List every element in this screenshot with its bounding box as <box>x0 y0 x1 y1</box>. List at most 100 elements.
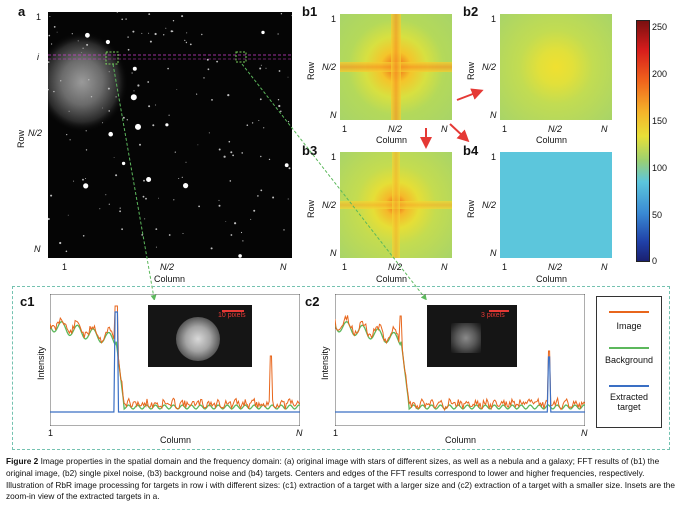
caption-text: Image properties in the spatial domain a… <box>6 456 675 502</box>
c2-xtick-n: N <box>581 428 588 438</box>
star <box>250 218 252 220</box>
b1-xlabel: Column <box>376 135 408 145</box>
b3-xtick-1: 1 <box>342 262 348 272</box>
star <box>287 198 289 200</box>
panel-a-star-image <box>48 12 292 258</box>
c1-xtick-n: N <box>296 428 303 438</box>
star <box>65 250 68 253</box>
star <box>48 89 49 91</box>
star <box>183 183 189 189</box>
star <box>77 40 79 42</box>
star <box>85 178 87 179</box>
panel-c-frame <box>12 286 670 450</box>
c2-inset: 3 pixels <box>427 305 517 367</box>
star <box>176 89 178 90</box>
legend-background-label: Background <box>604 355 654 365</box>
arrow-b1-to-b2 <box>456 88 484 101</box>
panel-b1-label: b1 <box>302 4 318 19</box>
star <box>263 127 265 129</box>
a-xtick-n: N <box>280 262 287 272</box>
cbar-tick-150: 150 <box>652 116 668 126</box>
star <box>171 30 174 33</box>
star <box>198 205 201 208</box>
star <box>211 99 213 101</box>
star <box>59 241 62 245</box>
star <box>115 174 118 177</box>
star <box>201 33 203 36</box>
star <box>230 234 233 236</box>
star <box>108 131 113 137</box>
star <box>108 71 110 73</box>
star <box>56 31 58 33</box>
caption-figure-label: Figure 2 <box>6 456 39 466</box>
a-ytick-mid: N/2 <box>28 128 43 138</box>
star <box>218 204 221 207</box>
star <box>268 158 271 161</box>
star <box>260 189 263 192</box>
star <box>147 81 150 83</box>
star <box>73 180 75 182</box>
star <box>278 70 281 72</box>
star <box>82 178 84 181</box>
star <box>251 122 254 124</box>
star <box>258 120 260 121</box>
star <box>230 151 233 154</box>
star <box>135 123 141 130</box>
panel-b2-label: b2 <box>463 4 479 19</box>
star <box>49 16 51 17</box>
star <box>122 116 125 119</box>
b3-xlabel: Column <box>376 274 408 284</box>
star <box>119 207 121 209</box>
legend-background-swatch <box>609 347 649 349</box>
star <box>155 228 158 231</box>
star <box>174 151 176 153</box>
star <box>143 179 145 182</box>
star <box>196 93 198 95</box>
b4-ytick-1: 1 <box>491 152 497 162</box>
star <box>53 90 55 93</box>
a-ylabel: Row <box>16 129 26 148</box>
figure-caption: Figure 2 Image properties in the spatial… <box>6 456 680 503</box>
c1-scale-bar <box>222 310 244 312</box>
star <box>148 13 151 15</box>
b3-xtick-n: N <box>441 262 448 272</box>
star <box>48 34 51 37</box>
legend-image-label: Image <box>616 321 642 331</box>
star <box>121 18 123 21</box>
star <box>167 67 169 70</box>
star <box>168 234 171 236</box>
star <box>53 26 56 28</box>
panel-b3-fft <box>340 152 452 258</box>
cbar-tick-100: 100 <box>652 163 668 173</box>
star <box>107 87 110 90</box>
star <box>272 196 275 199</box>
c1-xlabel: Column <box>160 435 192 445</box>
star <box>83 183 89 189</box>
arrow-b1-to-b4 <box>449 123 470 143</box>
star <box>108 110 110 112</box>
b2-xtick-mid: N/2 <box>548 124 563 134</box>
star <box>280 13 283 15</box>
star <box>259 67 262 70</box>
legend-target-swatch <box>609 385 649 387</box>
star <box>152 124 155 127</box>
panel-b1-fft <box>340 14 452 120</box>
b1-xtick-1: 1 <box>342 124 348 134</box>
star <box>139 143 141 146</box>
b1-ytick-1: 1 <box>331 14 337 24</box>
cbar-tick-0: 0 <box>652 256 658 266</box>
b4-xlabel: Column <box>536 274 568 284</box>
cbar-tick-200: 200 <box>652 69 668 79</box>
panel-b4-label: b4 <box>463 143 479 158</box>
star <box>85 130 87 132</box>
star <box>127 48 130 51</box>
star <box>182 233 184 234</box>
star <box>108 203 110 205</box>
legend: Image Background Extracted target <box>596 296 662 428</box>
star <box>154 32 157 36</box>
star <box>146 177 152 182</box>
star <box>178 178 180 179</box>
star <box>240 231 243 234</box>
star <box>168 114 170 116</box>
star <box>60 80 62 82</box>
